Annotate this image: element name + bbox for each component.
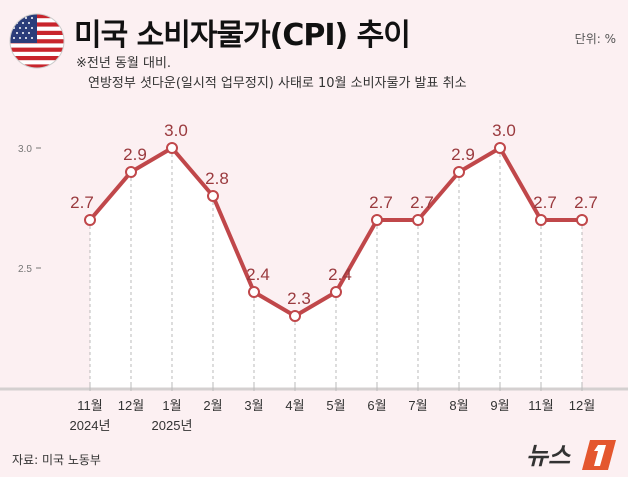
x-tick-label: 7월 xyxy=(408,398,427,413)
data-label: 2.9 xyxy=(123,145,147,164)
data-label: 2.7 xyxy=(70,193,94,212)
x-tick-label: 12월 xyxy=(118,398,144,413)
data-label: 2.8 xyxy=(205,169,229,188)
data-label: 2.9 xyxy=(451,145,475,164)
source-label: 자료: 미국 노동부 xyxy=(12,453,101,467)
data-label: 3.0 xyxy=(164,121,188,140)
data-point xyxy=(125,166,137,178)
year-label: 2025년 xyxy=(152,418,193,433)
data-point xyxy=(330,286,342,298)
y-tick-label: 3.0 xyxy=(18,144,32,155)
y-tick-label: 2.5 xyxy=(18,264,32,275)
data-point xyxy=(248,286,260,298)
x-tick-label: 11월 xyxy=(528,398,553,413)
data-point xyxy=(84,214,96,226)
data-label: 2.4 xyxy=(246,265,270,284)
data-point xyxy=(412,214,424,226)
data-point xyxy=(371,214,383,226)
data-point xyxy=(289,310,301,322)
data-label: 2.7 xyxy=(369,193,393,212)
data-label: 2.4 xyxy=(328,265,352,284)
data-label: 2.7 xyxy=(410,193,434,212)
note-line-2: 연방정부 셧다운(일시적 업무정지) 사태로 10월 소비자물가 발표 취소 xyxy=(88,76,467,91)
x-tick-label: 12월 xyxy=(569,398,595,413)
data-point xyxy=(453,166,465,178)
x-tick-label: 2월 xyxy=(203,398,222,413)
note-line-1: ※전년 동월 대비. xyxy=(76,56,172,71)
x-tick-label: 6월 xyxy=(367,398,386,413)
year-label: 2024년 xyxy=(70,418,111,433)
unit-label: 단위: % xyxy=(574,32,616,46)
x-tick-label: 3월 xyxy=(244,398,263,413)
svg-text:뉴스: 뉴스 xyxy=(526,443,571,470)
data-point xyxy=(494,142,506,154)
data-label: 2.7 xyxy=(533,193,557,212)
data-label: 3.0 xyxy=(492,121,516,140)
data-label: 2.3 xyxy=(287,289,311,308)
data-point xyxy=(207,190,219,202)
us-flag-icon xyxy=(9,13,65,69)
page-title: 미국 소비자물가(CPI) 추이 xyxy=(74,18,411,53)
x-tick-label: 8월 xyxy=(449,398,468,413)
data-point xyxy=(576,214,588,226)
data-point xyxy=(535,214,547,226)
news1-logo: 뉴스 xyxy=(526,436,618,476)
x-tick-label: 4월 xyxy=(285,398,304,413)
x-tick-label: 5월 xyxy=(326,398,345,413)
x-tick-label: 11월 xyxy=(77,398,102,413)
data-point xyxy=(166,142,178,154)
x-tick-label: 9월 xyxy=(490,398,509,413)
x-tick-label: 1월 xyxy=(162,398,181,413)
data-label: 2.7 xyxy=(574,193,598,212)
